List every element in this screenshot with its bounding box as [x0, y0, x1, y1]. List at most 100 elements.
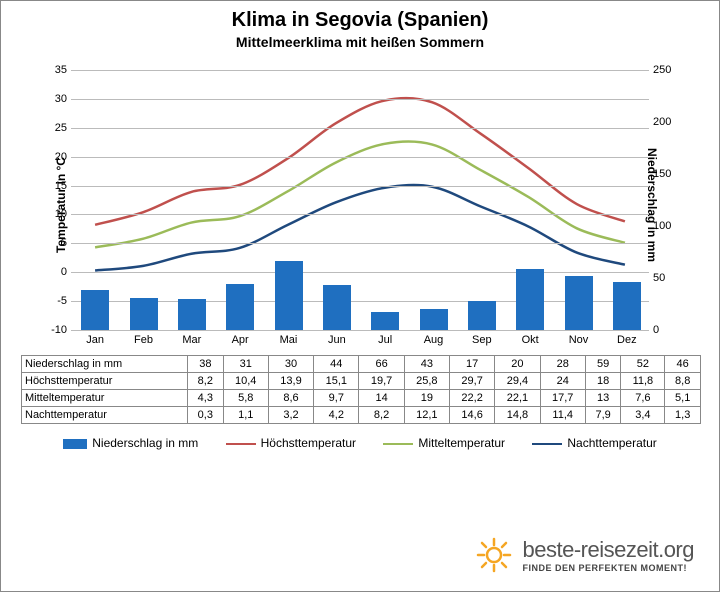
y-tick-left: 25: [41, 122, 67, 134]
cell: 7,9: [585, 407, 621, 424]
precip-bar: [130, 298, 158, 330]
table-row: Höchsttemperatur8,210,413,915,119,725,82…: [22, 373, 701, 390]
cell: 22,1: [495, 390, 540, 407]
cell: 17,7: [540, 390, 585, 407]
cell: 17: [450, 356, 495, 373]
cell: 11,8: [621, 373, 665, 390]
x-tick: Feb: [134, 334, 153, 346]
footer-tagline: FINDE DEN PERFEKTEN MOMENT!: [523, 563, 694, 573]
cell: 5,1: [665, 390, 701, 407]
precip-bar: [516, 269, 544, 330]
cell: 31: [223, 356, 268, 373]
line-overlay: [71, 70, 649, 330]
cell: 29,4: [495, 373, 540, 390]
legend-mean: Mitteltemperatur: [383, 436, 505, 450]
cell: 8,8: [665, 373, 701, 390]
chart-area: Temperatur in °C Niederschlag in mm -10-…: [21, 60, 699, 350]
cell: 43: [404, 356, 449, 373]
cell: 0,3: [188, 407, 224, 424]
cell: 29,7: [450, 373, 495, 390]
cell: 7,6: [621, 390, 665, 407]
table-row: Mitteltemperatur4,35,88,69,7141922,222,1…: [22, 390, 701, 407]
y-tick-right: 0: [653, 324, 681, 336]
cell: 1,3: [665, 407, 701, 424]
plot-region: -10-505101520253035050100150200250JanFeb…: [71, 70, 649, 330]
legend-night: Nachttemperatur: [532, 436, 656, 450]
row-header: Nachttemperatur: [22, 407, 188, 424]
cell: 52: [621, 356, 665, 373]
precip-bar: [565, 276, 593, 330]
y-tick-right: 250: [653, 64, 681, 76]
cell: 19: [404, 390, 449, 407]
cell: 46: [665, 356, 701, 373]
y-tick-left: 15: [41, 180, 67, 192]
cell: 14: [359, 390, 404, 407]
cell: 15,1: [314, 373, 359, 390]
cell: 9,7: [314, 390, 359, 407]
precip-bar: [178, 299, 206, 330]
precip-bar: [371, 312, 399, 330]
cell: 59: [585, 356, 621, 373]
precip-bar: [468, 301, 496, 330]
precip-bar: [226, 284, 254, 330]
cell: 19,7: [359, 373, 404, 390]
x-tick: Sep: [472, 334, 492, 346]
cell: 1,1: [223, 407, 268, 424]
x-tick: Jul: [378, 334, 392, 346]
row-header: Niederschlag in mm: [22, 356, 188, 373]
x-tick: Jan: [86, 334, 104, 346]
row-header: Höchsttemperatur: [22, 373, 188, 390]
y-tick-left: 5: [41, 237, 67, 249]
cell: 3,4: [621, 407, 665, 424]
cell: 12,1: [404, 407, 449, 424]
cell: 13: [585, 390, 621, 407]
x-tick: Jun: [328, 334, 346, 346]
sun-icon: [476, 537, 512, 573]
cell: 10,4: [223, 373, 268, 390]
y-tick-right: 150: [653, 168, 681, 180]
legend-high: Höchsttemperatur: [226, 436, 356, 450]
x-tick: Apr: [232, 334, 249, 346]
cell: 44: [314, 356, 359, 373]
cell: 3,2: [268, 407, 313, 424]
cell: 14,6: [450, 407, 495, 424]
y-tick-left: 10: [41, 208, 67, 220]
y-tick-left: 35: [41, 64, 67, 76]
table-row: Nachttemperatur0,31,13,24,28,212,114,614…: [22, 407, 701, 424]
row-header: Mitteltemperatur: [22, 390, 188, 407]
cell: 4,2: [314, 407, 359, 424]
data-table: Niederschlag in mm3831304466431720285952…: [21, 355, 701, 424]
y-tick-left: -5: [41, 295, 67, 307]
legend-precip: Niederschlag in mm: [63, 436, 198, 450]
precip-bar: [275, 261, 303, 330]
precip-bar: [81, 290, 109, 330]
cell: 8,6: [268, 390, 313, 407]
y-tick-right: 50: [653, 272, 681, 284]
cell: 8,2: [188, 373, 224, 390]
x-tick: Mai: [280, 334, 298, 346]
cell: 4,3: [188, 390, 224, 407]
cell: 28: [540, 356, 585, 373]
y-tick-left: 20: [41, 151, 67, 163]
footer-brand: beste-reisezeit.org: [523, 537, 694, 563]
line-high: [95, 98, 625, 225]
cell: 5,8: [223, 390, 268, 407]
y-tick-right: 200: [653, 116, 681, 128]
chart-title: Klima in Segovia (Spanien): [1, 9, 719, 32]
table-row: Niederschlag in mm3831304466431720285952…: [22, 356, 701, 373]
y-tick-right: 100: [653, 220, 681, 232]
precip-bar: [613, 282, 641, 330]
cell: 24: [540, 373, 585, 390]
x-tick: Dez: [617, 334, 637, 346]
cell: 14,8: [495, 407, 540, 424]
y-tick-left: 30: [41, 93, 67, 105]
cell: 25,8: [404, 373, 449, 390]
chart-subtitle: Mittelmeerklima mit heißen Sommern: [1, 34, 719, 50]
x-tick: Mar: [182, 334, 201, 346]
x-tick: Aug: [424, 334, 444, 346]
cell: 30: [268, 356, 313, 373]
precip-bar: [420, 309, 448, 330]
precip-bar: [323, 285, 351, 330]
x-tick: Nov: [569, 334, 589, 346]
cell: 11,4: [540, 407, 585, 424]
